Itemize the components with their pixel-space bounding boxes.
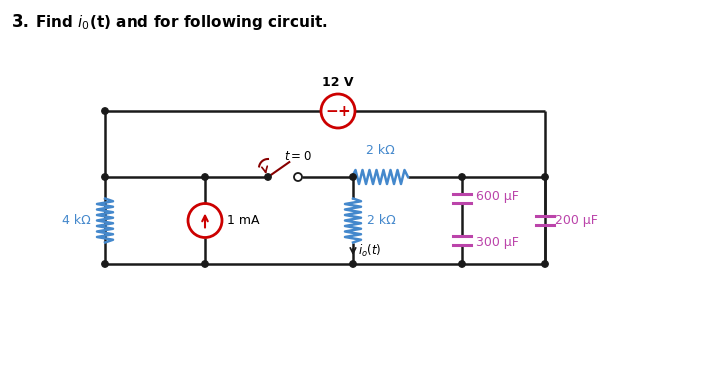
- Text: 4 kΩ: 4 kΩ: [62, 214, 91, 227]
- Circle shape: [542, 261, 548, 267]
- Circle shape: [102, 174, 108, 180]
- Text: $t = 0$: $t = 0$: [284, 150, 312, 163]
- Text: 3.: 3.: [12, 13, 30, 31]
- Text: 200 μF: 200 μF: [555, 214, 598, 227]
- Text: $i_o(t)$: $i_o(t)$: [358, 243, 381, 259]
- Circle shape: [265, 174, 271, 180]
- Text: −: −: [326, 103, 339, 118]
- Circle shape: [349, 261, 356, 267]
- Circle shape: [349, 174, 356, 180]
- Circle shape: [102, 108, 108, 114]
- Circle shape: [202, 174, 208, 180]
- Text: 1 mA: 1 mA: [227, 214, 259, 227]
- Circle shape: [102, 261, 108, 267]
- Text: 300 μF: 300 μF: [476, 236, 519, 249]
- Circle shape: [458, 174, 465, 180]
- Circle shape: [202, 261, 208, 267]
- Text: 2 kΩ: 2 kΩ: [367, 214, 396, 227]
- Text: 600 μF: 600 μF: [476, 190, 519, 203]
- Text: 2 kΩ: 2 kΩ: [365, 144, 394, 157]
- Text: Find $i_0$(t) and for following circuit.: Find $i_0$(t) and for following circuit.: [35, 13, 328, 32]
- Circle shape: [294, 173, 302, 181]
- Circle shape: [458, 261, 465, 267]
- Circle shape: [542, 174, 548, 180]
- Text: 12 V: 12 V: [322, 76, 354, 89]
- Text: +: +: [338, 103, 350, 118]
